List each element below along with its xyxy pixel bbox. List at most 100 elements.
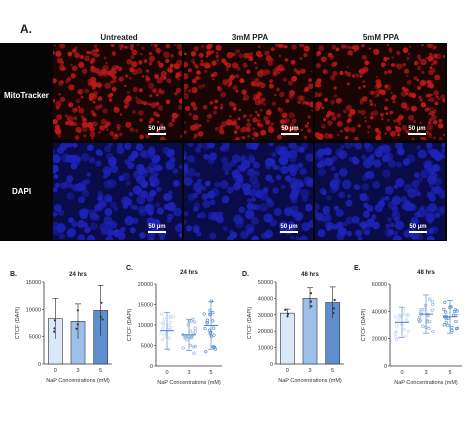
mito-blob [346,65,349,69]
mito-blob [268,125,272,129]
nucleus-blob [156,207,164,215]
mito-blob [175,88,181,93]
mito-blob [93,52,99,58]
x-axis-label: NaP Concentrations (mM) [278,378,342,384]
mito-blob [281,112,288,119]
nucleus-blob [400,196,408,203]
mito-blob [73,116,78,121]
panel-label: D. [242,271,249,278]
nucleus-blob [416,191,421,197]
mito-blob [149,63,152,66]
mito-blob [249,56,253,60]
nucleus-blob [295,237,301,240]
mito-blob [256,70,264,78]
mito-blob [437,97,441,101]
nucleus-blob [106,152,114,160]
nucleus-blob [361,183,370,191]
nucleus-blob [229,160,237,167]
mito-blob [376,129,381,135]
mito-blob [131,61,138,68]
mito-blob [318,45,325,52]
nucleus-blob [288,143,297,149]
mito-blob [109,131,115,136]
data-point [406,314,410,318]
mito-blob [246,69,251,74]
mito-blob [428,69,434,76]
mito-blob [157,52,160,55]
data-point [204,350,208,354]
nucleus-blob [56,147,64,155]
mito-blob [421,71,425,74]
mito-blob [74,46,78,50]
y-tick-label: 5000 [141,344,153,350]
data-point [450,328,454,333]
mito-blob [346,82,350,86]
nucleus-blob [425,213,435,223]
nucleus-blob [363,202,369,208]
mito-blob [432,136,436,140]
mito-blob [177,77,181,81]
mito-blob [348,45,353,50]
chart-title: 24 hrs [180,270,198,276]
mito-blob [258,81,263,85]
data-point [332,312,335,315]
nucleus-blob [184,219,187,225]
mito-blob [393,119,397,123]
mito-blob [333,61,338,66]
scale-bar-label: 50 µm [409,224,427,230]
mito-blob [232,62,239,69]
mito-blob [70,63,73,67]
nucleus-blob [139,208,147,217]
nucleus-blob [126,180,131,186]
mito-blob [220,106,223,110]
mito-blob [261,54,264,57]
nucleus-blob [246,198,252,203]
mito-blob [350,126,356,133]
nucleus-blob [336,225,343,232]
mito-blob [335,47,340,52]
mito-blob [265,109,272,116]
nucleus-blob [54,182,60,188]
nucleus-blob [202,143,211,150]
nucleus-blob [423,163,432,171]
nucleus-blob [352,157,360,165]
mito-blob [90,65,95,70]
mito-blob [56,57,63,64]
mito-blob [319,133,324,137]
mito-blob [149,94,153,98]
mito-blob [82,117,87,123]
mito-blob [202,104,208,110]
scale-bar: 50 µm [148,126,166,135]
nucleus-blob [90,222,98,230]
mito-blob [53,44,56,47]
mito-blob [327,120,333,126]
mito-blob [394,125,398,129]
mito-blob [165,58,170,63]
nucleus-blob [53,149,56,155]
nucleus-blob [222,226,228,232]
mito-blob [429,110,435,116]
mito-blob [370,112,374,116]
scale-bar-label: 50 µm [148,224,166,230]
mito-blob [165,99,171,105]
mito-blob [139,118,143,122]
nucleus-blob [117,230,123,235]
nucleus-blob [184,177,193,187]
nucleus-blob [80,152,90,162]
nucleus-blob [104,170,111,177]
nucleus-blob [393,231,399,236]
mito-blob [383,57,388,61]
nucleus-blob [361,154,367,160]
nucleus-blob [301,222,311,231]
data-point [213,347,218,351]
mito-blob [426,124,433,131]
nucleus-blob [169,157,176,163]
mito-blob [411,137,415,140]
mito-blob [201,44,205,49]
mito-blob [256,113,259,116]
nucleus-blob [204,180,211,187]
nucleus-blob [305,203,313,212]
mito-blob [198,52,204,58]
nucleus-blob [106,228,114,237]
mito-blob [343,126,349,132]
